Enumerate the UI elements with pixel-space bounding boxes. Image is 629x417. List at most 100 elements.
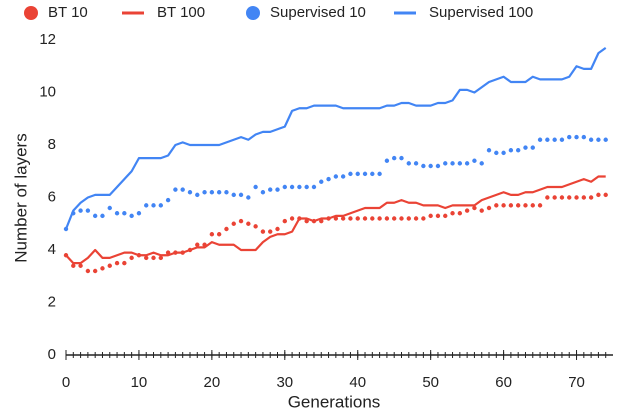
- data-dot: [260, 190, 266, 195]
- legend-marker: [24, 6, 38, 20]
- data-dot: [443, 161, 448, 166]
- data-dot: [428, 163, 433, 169]
- data-dot: [122, 211, 127, 216]
- data-dot: [114, 260, 120, 266]
- y-axis-label: Number of layers: [11, 133, 30, 262]
- y-tick-label: 0: [48, 346, 56, 363]
- data-dot: [209, 232, 215, 237]
- x-tick-label: 30: [276, 374, 293, 391]
- data-dot: [435, 213, 441, 219]
- data-dot: [552, 137, 557, 142]
- data-dot: [377, 216, 382, 221]
- legend-label: Supervised 100: [429, 4, 533, 21]
- data-dot: [107, 205, 112, 211]
- data-dot: [224, 226, 229, 232]
- x-tick-label: 70: [568, 374, 585, 391]
- data-line: [65, 175, 606, 265]
- data-dot: [588, 137, 594, 142]
- data-dot: [581, 134, 587, 140]
- y-tick-label: 10: [39, 83, 56, 100]
- y-tick-label: 2: [48, 293, 56, 310]
- legend-marker: [246, 6, 260, 20]
- data-dot: [450, 161, 455, 166]
- data-dot: [268, 229, 273, 234]
- data-dot: [340, 174, 346, 179]
- data-dot: [413, 161, 419, 166]
- data-dot: [515, 148, 521, 153]
- data-dot: [289, 216, 295, 221]
- data-dot: [136, 211, 142, 216]
- data-dot: [151, 203, 156, 208]
- data-dot: [421, 216, 426, 221]
- data-dot: [304, 184, 309, 190]
- data-dot: [479, 208, 484, 213]
- data-dot: [399, 155, 404, 161]
- data-dot: [348, 171, 353, 177]
- data-dot: [603, 192, 608, 198]
- data-dot: [559, 195, 565, 200]
- data-dot: [355, 216, 360, 221]
- data-dot: [311, 184, 317, 190]
- data-dot: [450, 211, 455, 216]
- data-dot: [231, 221, 236, 226]
- data-dot: [71, 263, 76, 268]
- data-dot: [588, 195, 594, 200]
- data-dot: [85, 268, 91, 274]
- data-dot: [246, 221, 251, 226]
- data-dot: [122, 260, 127, 266]
- data-dot: [486, 148, 492, 153]
- data-dot: [275, 187, 280, 192]
- data-dot: [129, 255, 134, 261]
- data-dot: [443, 213, 448, 219]
- data-dot: [275, 226, 280, 232]
- data-dot: [472, 158, 477, 163]
- y-tick-label: 12: [39, 31, 56, 48]
- data-dot: [100, 213, 105, 219]
- data-dot: [92, 213, 98, 219]
- data-dot: [596, 137, 601, 142]
- x-tick-label: 60: [495, 374, 512, 391]
- data-dot: [282, 184, 287, 190]
- data-dot: [253, 184, 258, 190]
- data-dot: [100, 266, 105, 271]
- data-dot: [472, 205, 477, 211]
- data-dot: [530, 203, 535, 208]
- data-dot: [523, 203, 528, 208]
- data-dot: [552, 195, 557, 200]
- data-dot: [537, 203, 543, 208]
- data-dot: [195, 242, 200, 247]
- data-dot: [231, 192, 236, 198]
- data-dot: [428, 213, 433, 219]
- data-dot: [340, 216, 346, 221]
- data-dot: [78, 208, 83, 213]
- y-tick-label: 6: [48, 188, 56, 205]
- data-dot: [362, 216, 368, 221]
- data-dot: [523, 145, 528, 150]
- data-dot: [508, 148, 514, 153]
- data-dot: [567, 134, 572, 140]
- data-dot: [530, 145, 535, 150]
- data-dot: [180, 187, 185, 192]
- data-dot: [567, 195, 572, 200]
- data-dot: [289, 184, 295, 190]
- data-dot: [253, 224, 258, 229]
- legend-label: BT 100: [157, 4, 205, 21]
- data-dot: [144, 203, 149, 208]
- data-dot: [173, 187, 178, 192]
- data-dot: [508, 203, 514, 208]
- data-dot: [545, 137, 550, 142]
- data-dot: [92, 268, 98, 274]
- data-dot: [158, 203, 164, 208]
- data-dot: [479, 161, 484, 166]
- data-dot: [238, 218, 244, 224]
- data-dot: [348, 216, 353, 221]
- data-dot: [377, 171, 382, 177]
- data-dot: [297, 184, 302, 190]
- data-dot: [78, 263, 83, 268]
- x-tick-label: 40: [349, 374, 366, 391]
- data-dot: [238, 192, 244, 198]
- data-dot: [596, 192, 601, 198]
- data-dot: [326, 176, 331, 182]
- data-dot: [574, 134, 579, 140]
- data-dot: [333, 174, 339, 179]
